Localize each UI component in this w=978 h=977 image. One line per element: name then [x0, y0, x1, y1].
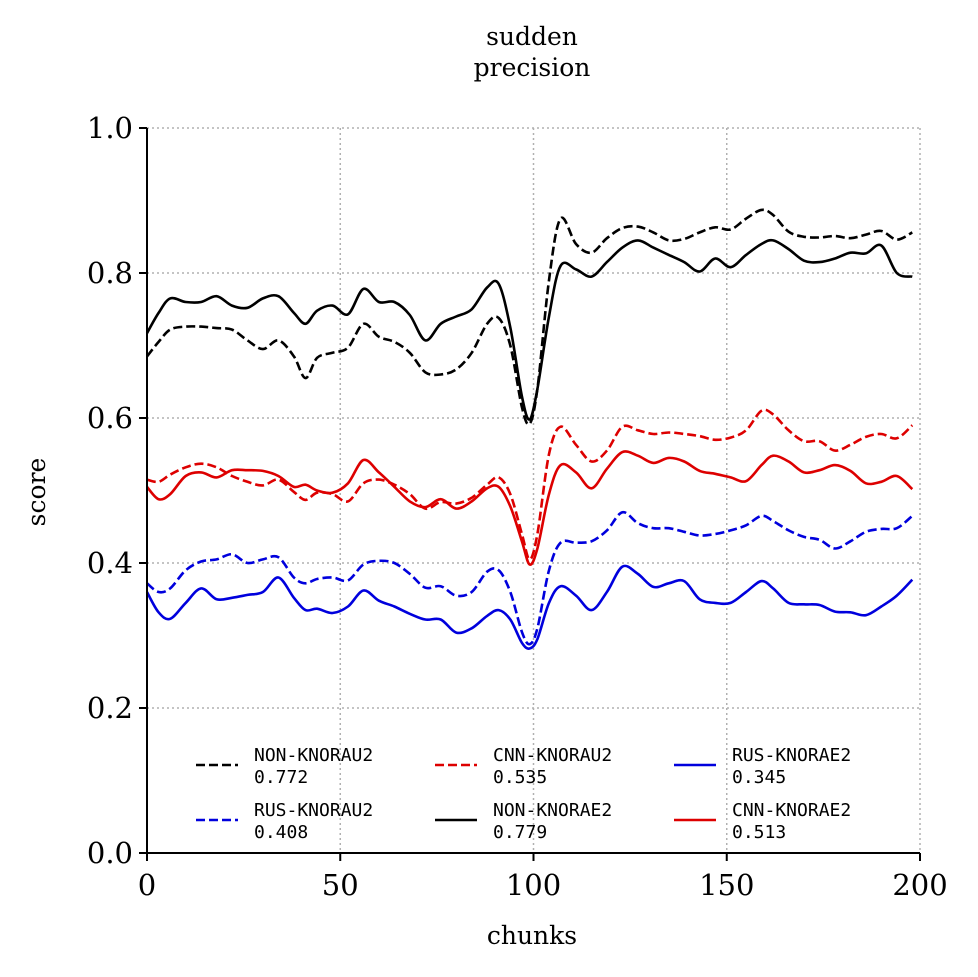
series-line-non-knorau2: [145, 208, 913, 426]
legend-label-non-knorau2: NON-KNORAU2: [254, 745, 373, 766]
x-axis-label: chunks: [487, 921, 577, 950]
x-tick-label-100: 100: [506, 868, 561, 902]
y-tick-label-0.8: 0.8: [87, 256, 133, 290]
legend-label-rus-knorae2: RUS-KNORAE2: [732, 745, 851, 766]
x-tick-label-150: 150: [699, 868, 754, 902]
series-line-cnn-knorae2: [146, 450, 914, 566]
y-axis-label: score: [22, 458, 51, 527]
series-line-rus-knorau2: [146, 510, 914, 646]
series-layer: [145, 208, 914, 650]
legend-label-non-knorae2: NON-KNORAE2: [493, 800, 612, 821]
legend-score-non-knorae2: 0.779: [493, 822, 547, 843]
legend-score-rus-knorau2: 0.408: [254, 822, 308, 843]
y-tick-label-0.0: 0.0: [87, 836, 133, 870]
x-tick-label-50: 50: [322, 868, 359, 902]
series-line-cnn-knorau2: [146, 408, 914, 561]
y-tick-label-0.6: 0.6: [87, 401, 133, 435]
y-tick-label-1.0: 1.0: [87, 111, 133, 145]
series-line-rus-knorae2: [145, 564, 914, 650]
series-line-non-knorae2: [145, 238, 913, 421]
legend-score-cnn-knorau2: 0.535: [493, 767, 547, 788]
legend-score-cnn-knorae2: 0.513: [732, 822, 786, 843]
legend-label-cnn-knorae2: CNN-KNORAE2: [732, 800, 851, 821]
ticks: 0 50 100 150 200 0.0 0.2 0.4 0.6 0.8 1.0: [87, 111, 948, 902]
legend-label-rus-knorau2: RUS-KNORAU2: [254, 800, 373, 821]
legend-score-rus-knorae2: 0.345: [732, 767, 786, 788]
x-tick-label-200: 200: [892, 868, 947, 902]
y-tick-label-0.2: 0.2: [87, 691, 133, 725]
x-tick-label-0: 0: [138, 868, 156, 902]
chart-title-line2: precision: [474, 53, 591, 82]
legend-label-cnn-knorau2: CNN-KNORAU2: [493, 745, 612, 766]
chart-title-line1: sudden: [486, 22, 578, 51]
legend-score-non-knorau2: 0.772: [254, 767, 308, 788]
y-tick-label-0.4: 0.4: [87, 546, 133, 580]
